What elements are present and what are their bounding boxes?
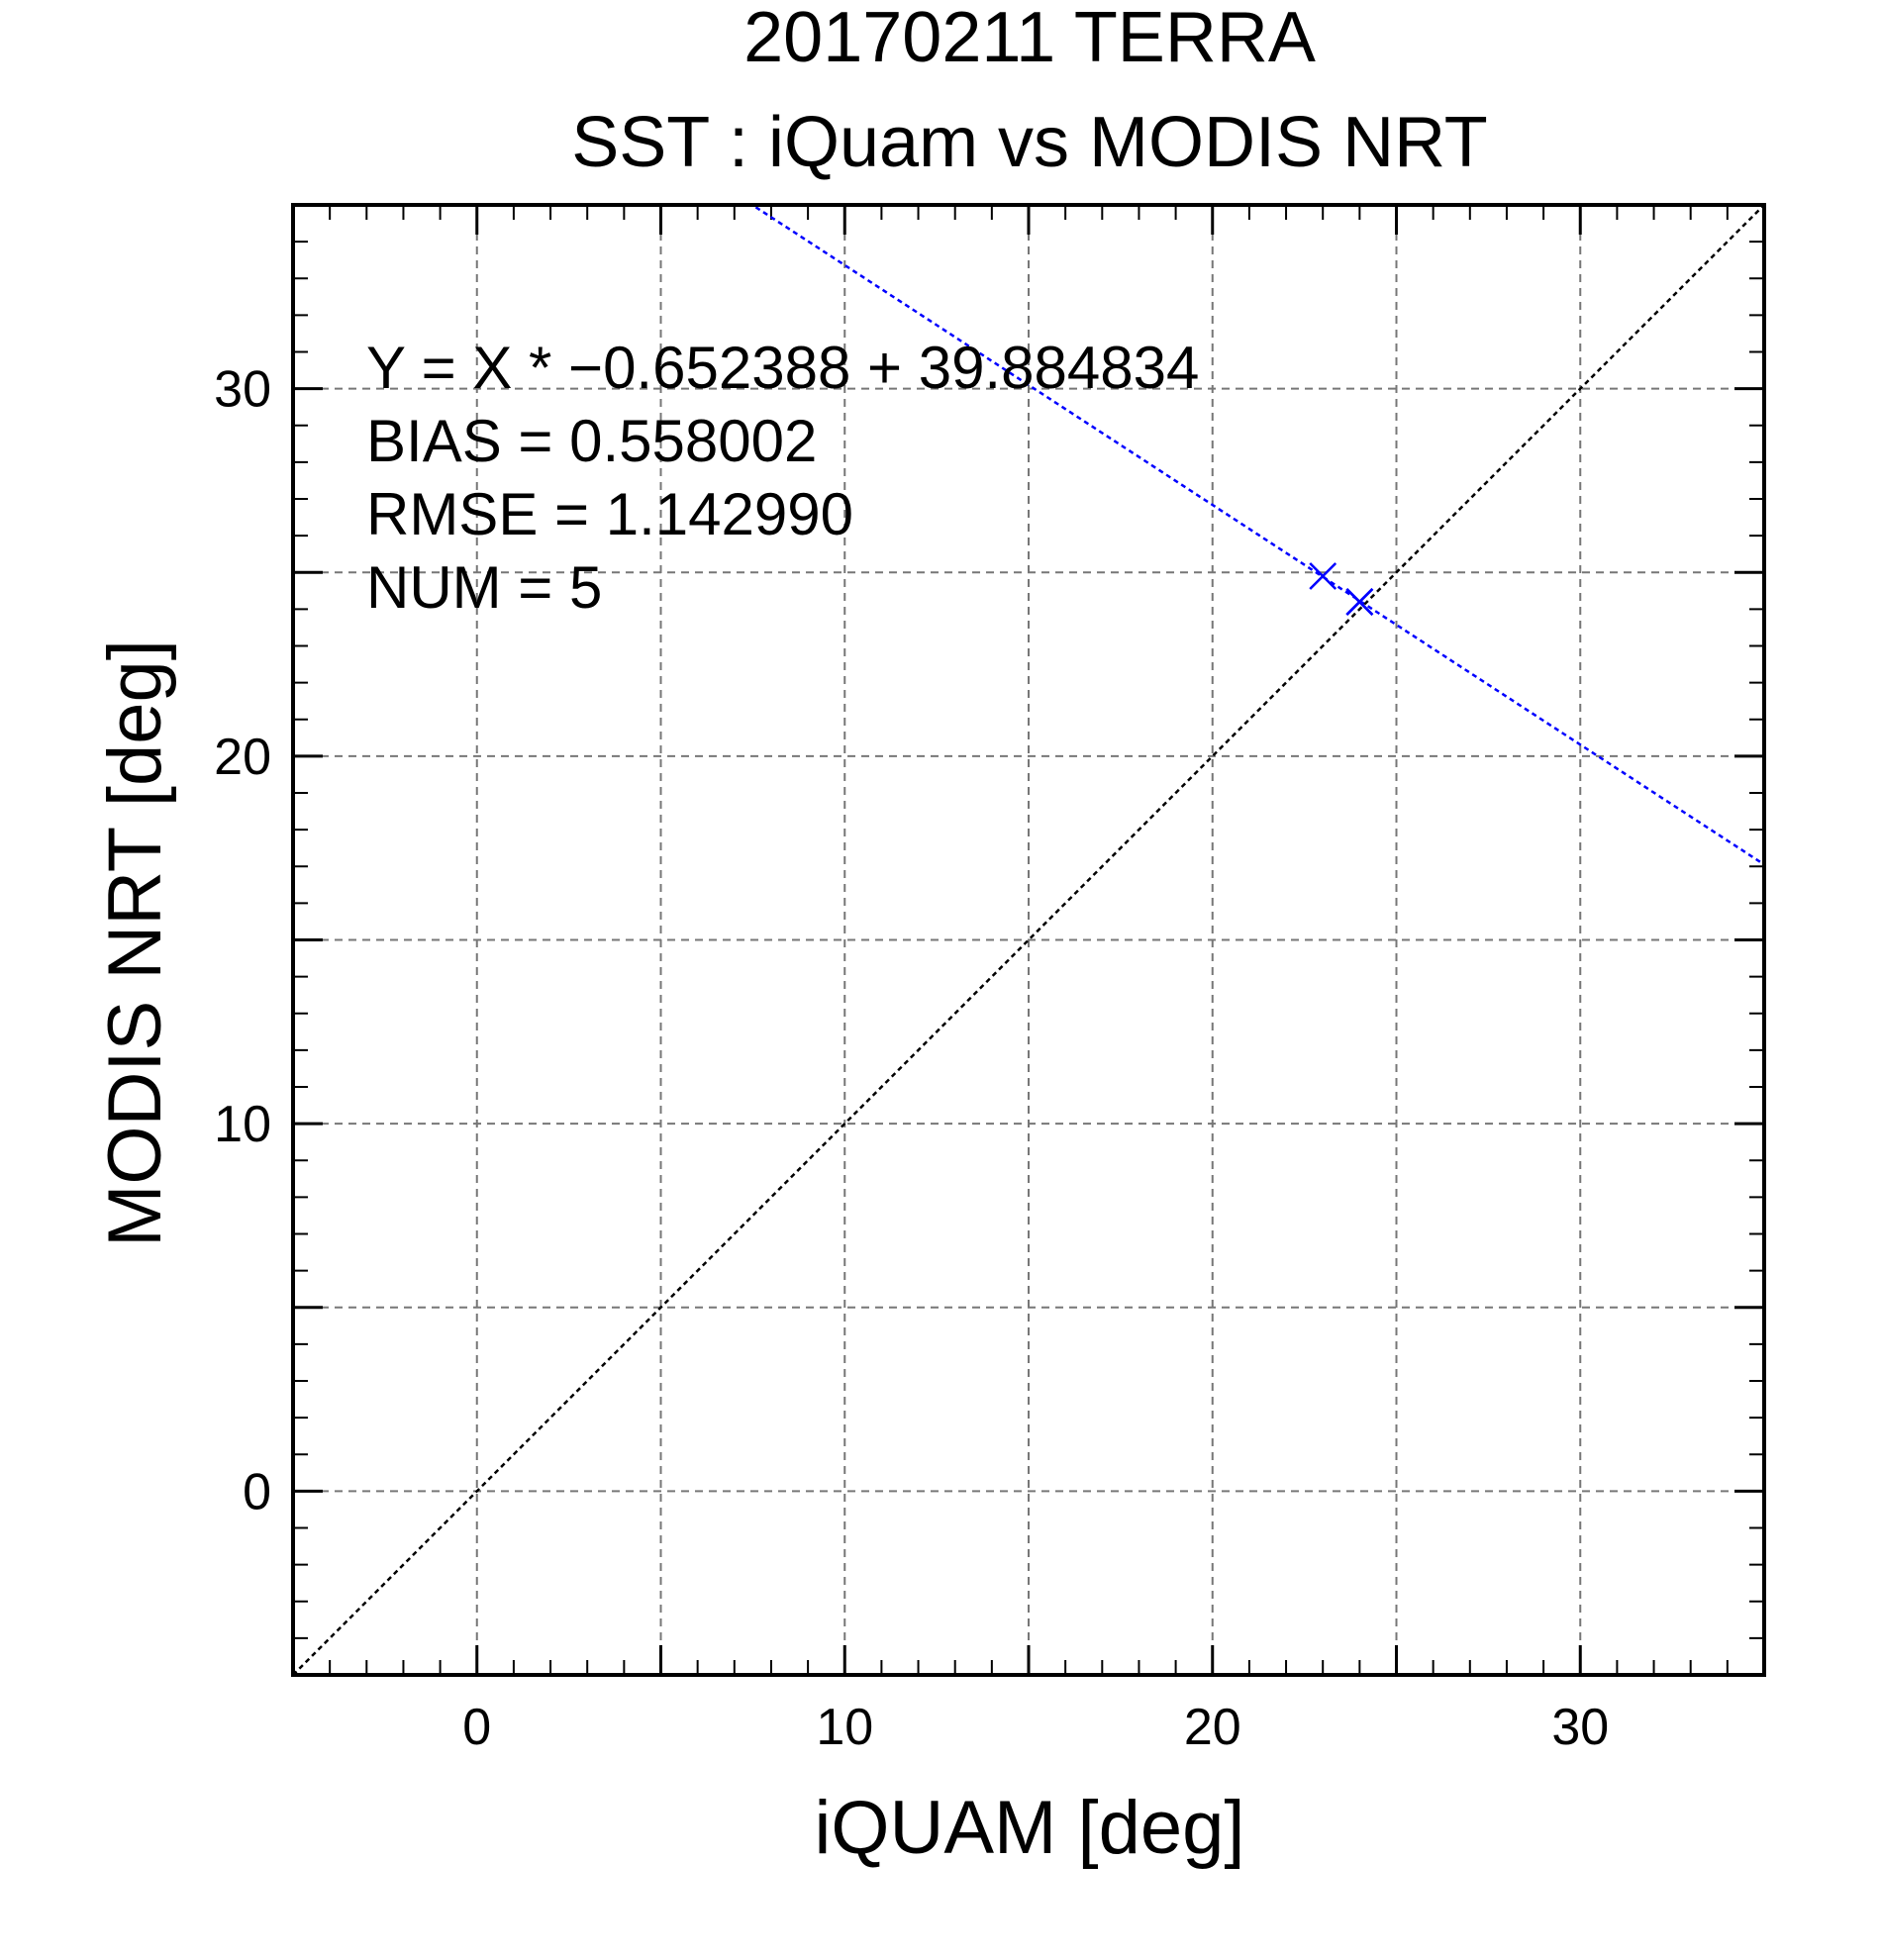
x-tick-label: 20 — [1184, 1699, 1241, 1756]
y-tick-label: 30 — [214, 361, 271, 419]
grid — [293, 205, 1764, 1675]
identity-line — [293, 205, 1764, 1675]
data-point-stroke — [1309, 562, 1337, 590]
plot-frame — [291, 203, 1766, 1677]
regression-line — [749, 205, 1764, 866]
minor-ticks — [293, 205, 1764, 1675]
chart-subtitle: SST : iQuam vs MODIS NRT — [571, 103, 1488, 182]
tick-labels: 0 10 20 30 0 10 20 30 — [214, 361, 1609, 1756]
chart-title: 20170211 TERRA — [743, 0, 1316, 77]
y-tick-label: 20 — [214, 729, 271, 786]
data-point — [1345, 588, 1374, 616]
x-axis-label: iQUAM [deg] — [814, 1786, 1244, 1870]
num-text: NUM = 5 — [366, 554, 602, 621]
stats-annotation: Y = X * −0.652388 + 39.884834 BIAS = 0.5… — [366, 335, 1199, 621]
data-points — [1309, 562, 1374, 616]
rmse-text: RMSE = 1.142990 — [366, 481, 853, 547]
x-tick-label: 10 — [816, 1699, 873, 1756]
data-point-stroke — [1345, 588, 1374, 616]
y-tick-label: 10 — [214, 1096, 271, 1153]
reference-lines — [293, 205, 1764, 1675]
regression-equation: Y = X * −0.652388 + 39.884834 — [366, 335, 1199, 401]
y-tick-label: 0 — [243, 1463, 271, 1520]
y-axis-label: MODIS NRT [deg] — [93, 639, 177, 1247]
x-tick-label: 30 — [1551, 1699, 1609, 1756]
bias-text: BIAS = 0.558002 — [366, 408, 817, 474]
data-point — [1309, 562, 1337, 590]
x-tick-label: 0 — [462, 1699, 491, 1756]
